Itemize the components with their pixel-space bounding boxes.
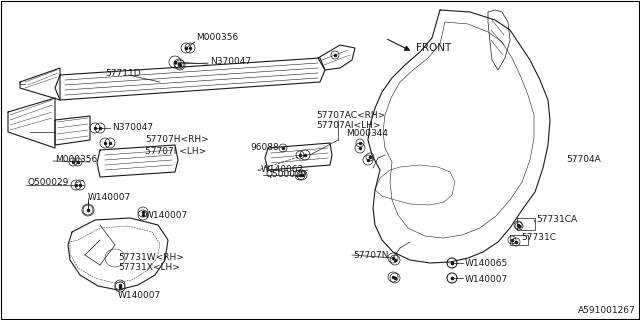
Text: A591001267: A591001267 [579, 306, 636, 315]
Text: N370047: N370047 [210, 58, 251, 67]
Text: W140062: W140062 [261, 165, 304, 174]
Text: 57707AI<LH>: 57707AI<LH> [316, 122, 381, 131]
Text: 57704A: 57704A [566, 156, 601, 164]
Text: Q500029: Q500029 [28, 179, 69, 188]
Text: W140007: W140007 [118, 291, 161, 300]
Text: Q500029: Q500029 [265, 171, 307, 180]
Text: 57707H<RH>: 57707H<RH> [145, 135, 209, 145]
Text: 57707N: 57707N [353, 251, 388, 260]
Text: W140007: W140007 [465, 276, 508, 284]
Text: 96088: 96088 [250, 143, 279, 153]
Text: W140065: W140065 [465, 259, 508, 268]
Text: 57731C: 57731C [521, 234, 556, 243]
Text: 57707AC<RH>: 57707AC<RH> [316, 110, 385, 119]
Text: M000344: M000344 [346, 129, 388, 138]
Text: FRONT: FRONT [416, 43, 451, 53]
Text: 57731X<LH>: 57731X<LH> [118, 263, 180, 273]
Text: 57731CA: 57731CA [536, 215, 577, 225]
Text: W140007: W140007 [145, 211, 188, 220]
Text: M000356: M000356 [196, 34, 238, 43]
Text: 57711D: 57711D [105, 68, 141, 77]
Text: W140007: W140007 [88, 194, 131, 203]
Text: 57731W<RH>: 57731W<RH> [118, 253, 184, 262]
Text: 57707I <LH>: 57707I <LH> [145, 147, 206, 156]
Text: N370047: N370047 [112, 124, 153, 132]
Text: M000356: M000356 [55, 156, 97, 164]
